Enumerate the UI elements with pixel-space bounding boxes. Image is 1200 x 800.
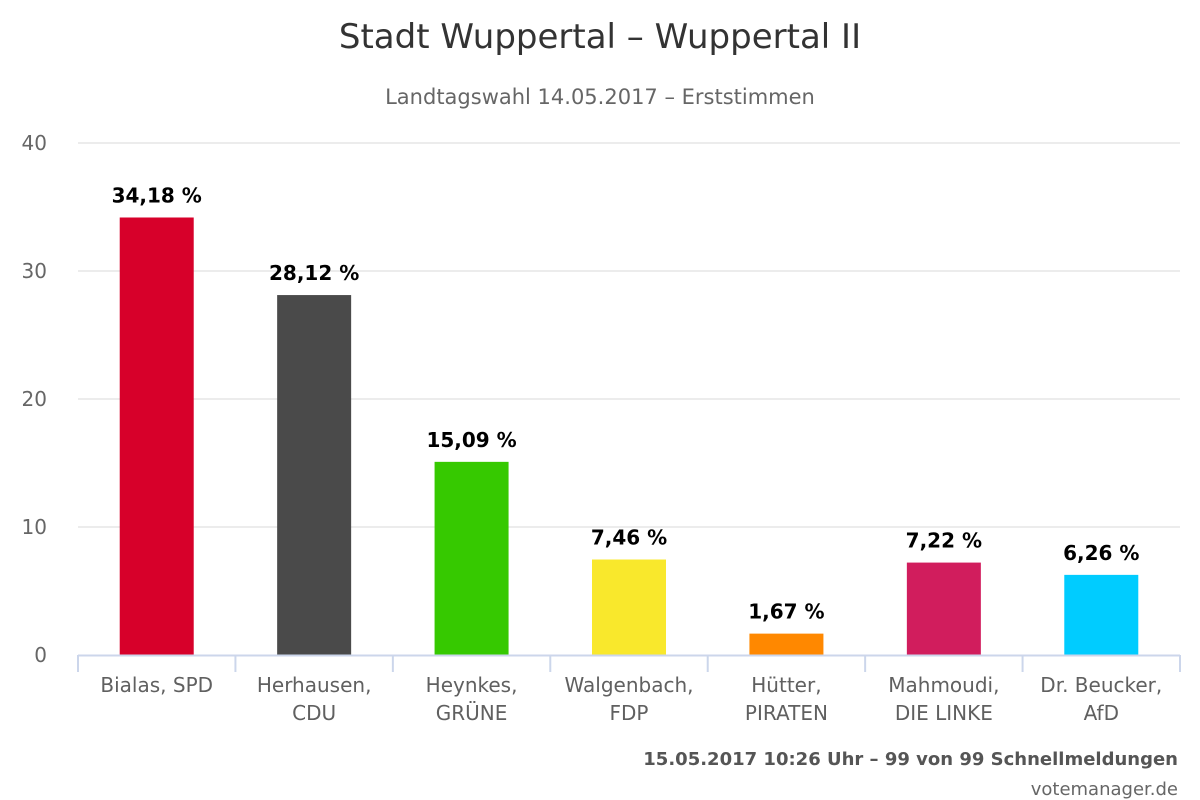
x-tick-label: Herhausen, bbox=[257, 673, 372, 697]
data-label: 1,67 % bbox=[748, 600, 824, 624]
y-tick-label: 0 bbox=[34, 643, 47, 667]
x-tick-label: GRÜNE bbox=[436, 701, 508, 725]
data-label: 6,26 % bbox=[1063, 541, 1139, 565]
data-labels: 34,18 % 28,12 % 15,09 % 7,46 % 1,67 % 7,22 % 6… bbox=[112, 183, 1140, 623]
x-tick-label: Hütter, bbox=[751, 673, 821, 697]
bar[interactable] bbox=[1064, 574, 1139, 655]
data-label: 15,09 % bbox=[426, 428, 516, 452]
bar[interactable] bbox=[277, 295, 352, 655]
bar[interactable] bbox=[434, 461, 509, 655]
y-tick-label: 10 bbox=[22, 515, 47, 539]
bar[interactable] bbox=[119, 217, 194, 655]
data-label: 28,12 % bbox=[269, 261, 359, 285]
x-tick-label: Mahmoudi, bbox=[888, 673, 999, 697]
x-tick-label: DIE LINKE bbox=[895, 701, 993, 725]
chart-subtitle: Landtagswahl 14.05.2017 – Erststimmen bbox=[385, 85, 815, 109]
x-tick-label: Dr. Beucker, bbox=[1040, 673, 1162, 697]
gridlines bbox=[78, 142, 1180, 528]
data-label: 7,46 % bbox=[591, 526, 667, 550]
bar[interactable] bbox=[749, 633, 824, 655]
chart-title: Stadt Wuppertal – Wuppertal II bbox=[339, 17, 861, 57]
x-tick-label: Bialas, SPD bbox=[100, 673, 213, 697]
bars bbox=[119, 217, 1139, 655]
y-tick-label: 30 bbox=[22, 259, 47, 283]
y-axis-ticks: 0 10 20 30 40 bbox=[22, 131, 47, 667]
bar[interactable] bbox=[906, 562, 981, 655]
x-tick-label: CDU bbox=[292, 701, 336, 725]
x-tick-label: Heynkes, bbox=[426, 673, 518, 697]
bar[interactable] bbox=[592, 559, 666, 655]
y-tick-label: 20 bbox=[22, 387, 47, 411]
y-tick-label: 40 bbox=[22, 131, 47, 155]
x-tick-label: Walgenbach, bbox=[565, 673, 694, 697]
x-tick-label: AfD bbox=[1084, 701, 1119, 725]
footer-credit[interactable]: votemanager.de bbox=[1031, 779, 1178, 800]
x-axis: Bialas, SPD Herhausen, CDU Heynkes, GRÜNE Wal… bbox=[77, 654, 1181, 725]
data-label: 34,18 % bbox=[112, 183, 202, 207]
x-tick-label: PIRATEN bbox=[745, 701, 828, 725]
footer-status: 15.05.2017 10:26 Uhr – 99 von 99 Schnell… bbox=[643, 749, 1178, 770]
data-label: 7,22 % bbox=[906, 529, 982, 553]
x-tick-label: FDP bbox=[610, 701, 649, 725]
